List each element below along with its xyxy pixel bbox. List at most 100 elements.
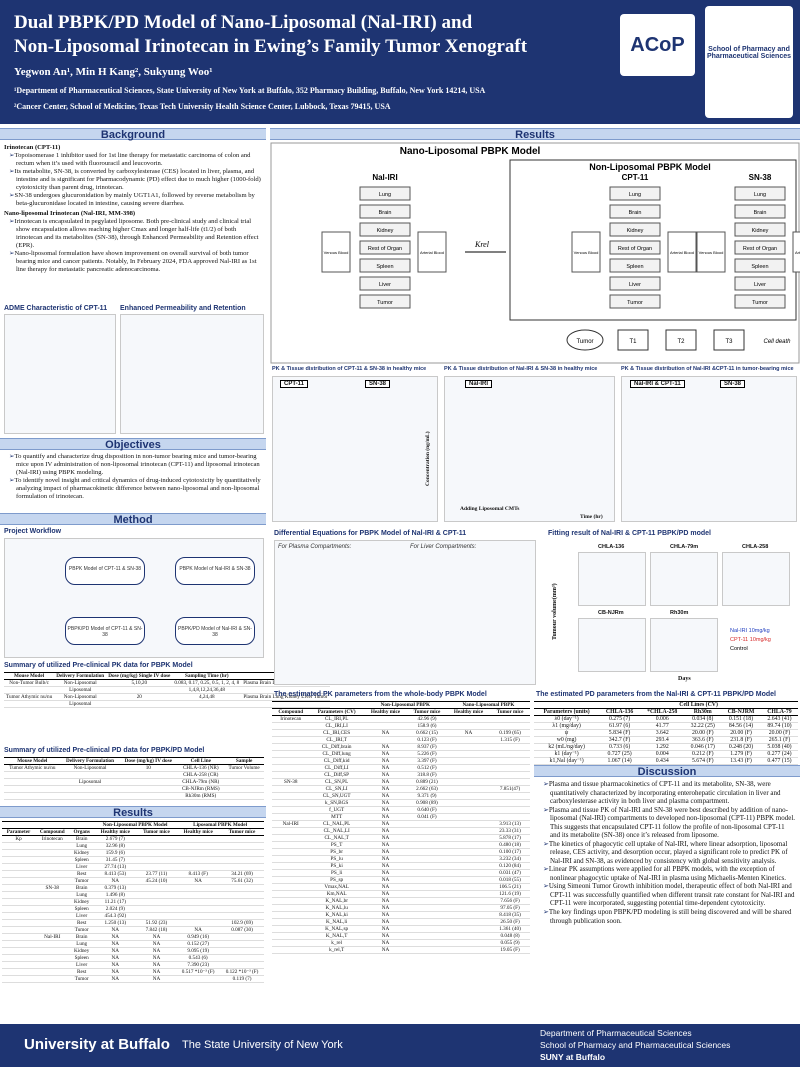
cell: 8.418 (35) — [490, 911, 530, 919]
cell — [220, 947, 264, 955]
row: w0 (mg) 342.7 (F) 293.4 363.6 (F) 231.8 (F) 2… — [534, 736, 798, 744]
axis-label: Time (hr) — [580, 514, 603, 520]
axis-label: Tumour volume(mm³) — [552, 583, 558, 640]
cell: k1 (day⁻¹) — [534, 750, 600, 758]
cell: NA — [93, 926, 137, 934]
cell: 1,4,8,12,24,36,48 — [172, 686, 242, 694]
cell: NA — [363, 932, 408, 940]
cell: 0.277 (24) — [760, 750, 798, 758]
cell: 34.21 (69) — [220, 870, 264, 878]
cell — [35, 919, 70, 927]
cell: 31.45 (7) — [93, 856, 137, 864]
row: Tumor NA 45.24 (10) NA 75.61 (32) — [2, 877, 264, 885]
cell: K_NAL,br — [309, 897, 364, 905]
cell — [272, 757, 310, 765]
cell — [446, 820, 491, 828]
cell — [272, 799, 310, 807]
blood-box — [696, 231, 726, 273]
header-row: Compound Parameters (CV) Healthy mice Tumor… — [272, 708, 530, 716]
cell — [172, 700, 242, 708]
group-row: Non-Liposomal PBPK Nano-Liposomal PBPK — [272, 701, 530, 709]
organ-box — [734, 186, 786, 201]
cell — [4, 792, 61, 800]
organ-label: Liver — [629, 282, 641, 288]
cell — [241, 686, 330, 694]
table: Mouse Model Delivery Formulation Dose (mg/… — [4, 672, 330, 708]
column-header: Tumor mice — [490, 708, 530, 716]
organ-box — [359, 294, 411, 309]
cell — [446, 722, 491, 730]
table-title: The estimated PK parameters from the who… — [274, 691, 487, 698]
authors: Yegwon An¹, Min H Kang², Sukyung Woo¹ — [14, 66, 213, 78]
fit-figure: CHLA-136 CHLA-79m CHLA-258 CB-NJRm Rh30m Nal-… — [548, 540, 798, 685]
figure-title: Enhanced Permeability and Retention — [120, 305, 246, 312]
row: ψ 5.834 (F) 3.642 20.00 (F) 20.00 (F) 20.00 (… — [534, 729, 798, 737]
cell: 9.095 (19) — [176, 947, 221, 955]
row: k_rel,T NA 19.05 (F) — [272, 946, 530, 954]
cell: 0.477 (15) — [760, 757, 798, 765]
cell: CL_SN,UGT — [309, 792, 364, 800]
cell: 5.834 (F) — [599, 729, 640, 737]
row: f_UGT NA 0.640 (F) — [272, 806, 530, 814]
cell: 32.96 (8) — [93, 842, 137, 850]
row: Lung 32.96 (8) — [2, 842, 264, 850]
cell: NA — [93, 975, 137, 983]
organ-box — [734, 222, 786, 237]
cell — [35, 905, 70, 913]
cell: 102.9 (69) — [220, 919, 264, 927]
axis-label: Days — [678, 676, 691, 682]
organ-box — [609, 186, 661, 201]
legend-entry: Nal-IRI 10mg/kg — [730, 628, 770, 634]
cell: NA — [363, 743, 408, 751]
panel-title: PK & Tissue distribution of Nal-IRI & SN… — [444, 366, 598, 372]
pbpk-diagram: Nano-Liposomal PBPK Model Non-Liposomal P… — [270, 142, 800, 364]
row: Tumor Athymic nu/nu Non-Liposomal 10 CHLA-1… — [4, 764, 264, 772]
pd-node — [566, 329, 604, 351]
organ-label: Tumor — [627, 300, 643, 306]
cell: Liposomal — [60, 778, 120, 786]
legend-entry: CPT-11 10mg/kg — [730, 637, 771, 643]
subheading: Differential Equations for PBPK Model of… — [274, 530, 467, 537]
cell — [136, 912, 177, 920]
cell — [272, 897, 310, 905]
row: Rest 8.413 (53) 23.77 (11) 8.413 (F) 34.21 (… — [2, 870, 264, 878]
row: λ0 (day⁻¹) 0.275 (7) 0.006 0.034 (8) 0.151 (… — [534, 715, 798, 723]
epr-figure — [120, 314, 264, 434]
cell — [220, 940, 264, 948]
cell: NA — [136, 961, 177, 969]
row: Kp Irinotecan Brain 2.679 (7) — [2, 835, 264, 843]
cell — [407, 862, 447, 870]
cell: 5.038 (40) — [760, 743, 798, 751]
fit-panel — [650, 552, 718, 606]
cell — [4, 686, 55, 694]
column-header: Tumor mice — [407, 708, 447, 716]
cell: NA — [363, 876, 408, 884]
cell: 23.33 (31) — [490, 827, 530, 835]
cell: 121.6 (19) — [490, 890, 530, 898]
cell: CL_IRI,LI — [309, 722, 364, 730]
cell: Rest — [69, 968, 94, 976]
cell — [176, 912, 221, 920]
cell: Brain — [69, 884, 94, 892]
bullet: SN-38 undergoes glucuronidation by mainl… — [15, 192, 264, 208]
cell: Nal-IRI — [35, 933, 70, 941]
cell: CHLA-79m (NR) — [177, 778, 225, 786]
row: Kidney 159.9 (6) — [2, 849, 264, 857]
cell: 10 — [119, 764, 178, 772]
organ-label: Kidney — [752, 228, 769, 234]
organ-label: Lung — [629, 192, 641, 198]
cell — [35, 912, 70, 920]
cell — [446, 792, 491, 800]
cell — [35, 849, 70, 857]
cell — [446, 827, 491, 835]
blood-box — [321, 231, 351, 273]
blood-box — [571, 231, 601, 273]
cell — [446, 946, 491, 954]
cell: 2.662 (63) — [407, 785, 447, 793]
table-grid: Non-Liposomal PBPK Model Liposomal PBPK M… — [2, 821, 264, 983]
eq-label: For Liver Compartments: — [410, 544, 477, 550]
cell: 0.212 (F) — [684, 750, 722, 758]
row: CL_Diff,kid NA 3.397 (F) — [272, 757, 530, 765]
cell: 5.674 (F) — [684, 757, 722, 765]
